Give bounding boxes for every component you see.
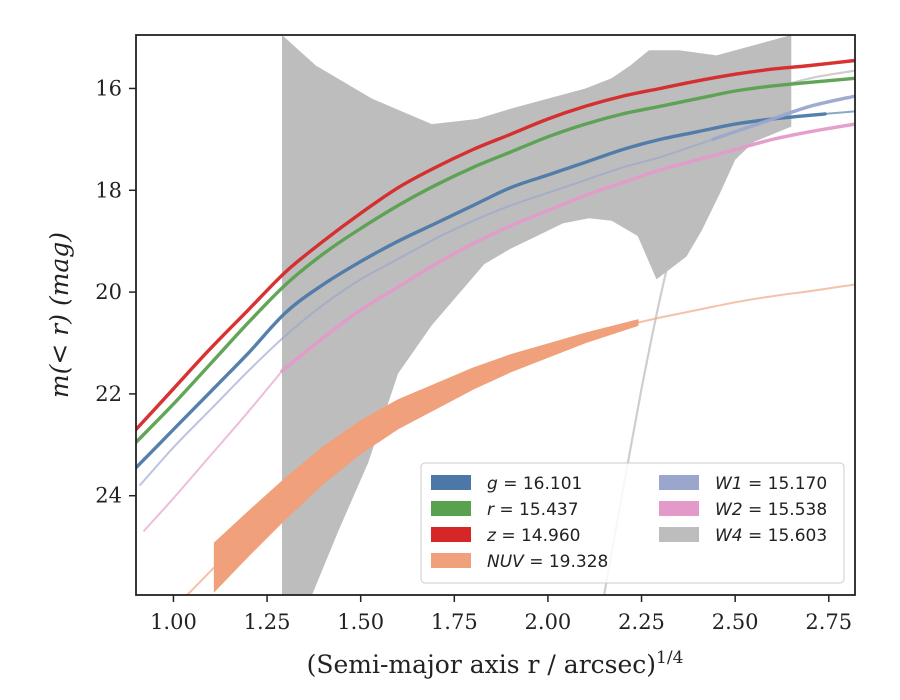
x-tick-label: 2.25 bbox=[618, 610, 665, 634]
series-nuv-faint-line-1 bbox=[185, 566, 216, 595]
series-r-line bbox=[136, 76, 855, 444]
y-axis-label: m(< r) (mag) bbox=[45, 232, 74, 398]
series-w4-faint-line bbox=[603, 69, 855, 595]
x-tick-label: 1.25 bbox=[244, 610, 291, 634]
legend-label: W4 = 15.603 bbox=[715, 526, 827, 546]
x-tick-label: 2.00 bbox=[525, 610, 572, 634]
legend-label: W2 = 15.538 bbox=[715, 500, 827, 520]
legend-swatch bbox=[659, 527, 699, 542]
x-tick-label: 1.00 bbox=[150, 610, 197, 634]
plot-frame bbox=[135, 34, 856, 596]
x-axis-label-superscript: 1/4 bbox=[656, 648, 683, 668]
plot-area bbox=[136, 35, 855, 595]
axis-ticks: 1.00 1.25 1.50 1.75 2.00 2.25 2.50 2.75 16 18 20 22… bbox=[95, 76, 852, 634]
legend-swatch bbox=[431, 475, 471, 490]
legend-box bbox=[420, 462, 845, 584]
series-w2-faint-line bbox=[142, 370, 283, 533]
y-tick-label: 20 bbox=[95, 280, 122, 304]
legend-swatch bbox=[431, 553, 471, 568]
series-g-line bbox=[136, 112, 827, 470]
y-tick-label: 24 bbox=[95, 484, 122, 508]
legend-swatch bbox=[431, 527, 471, 542]
x-tick-label: 2.50 bbox=[712, 610, 759, 634]
legend: g = 16.101 r = 15.437 z = 14.960 NUV = 19.3… bbox=[420, 462, 845, 584]
legend-label: g = 16.101 bbox=[487, 474, 582, 494]
x-tick-label: 2.75 bbox=[805, 610, 852, 634]
legend-label: W1 = 15.170 bbox=[715, 474, 827, 494]
series-z-line bbox=[136, 58, 855, 432]
y-tick-label: 18 bbox=[95, 178, 122, 202]
legend-label: NUV = 19.328 bbox=[487, 552, 608, 572]
series-nuv-band bbox=[213, 319, 639, 593]
series-w1-faint-line bbox=[138, 138, 714, 487]
y-tick-label: 22 bbox=[95, 382, 122, 406]
series-w2-line bbox=[280, 122, 855, 373]
legend-swatch bbox=[659, 501, 699, 516]
x-tick-label: 1.50 bbox=[337, 610, 384, 634]
x-axis-label-text: (Semi-major axis r / arcsec) bbox=[307, 650, 656, 679]
series-w4-shaded-region bbox=[282, 35, 792, 595]
y-tick-label: 16 bbox=[95, 76, 122, 100]
legend-label: r = 15.437 bbox=[487, 500, 579, 520]
legend-swatch bbox=[659, 475, 699, 490]
legend-label: z = 14.960 bbox=[486, 526, 580, 546]
legend-swatch bbox=[431, 501, 471, 516]
x-tick-label: 1.75 bbox=[431, 610, 478, 634]
series-nuv-faint-line-2 bbox=[637, 283, 855, 324]
x-axis-label: (Semi-major axis r / arcsec)1/4 bbox=[307, 648, 684, 679]
series-w1-line bbox=[711, 94, 855, 142]
